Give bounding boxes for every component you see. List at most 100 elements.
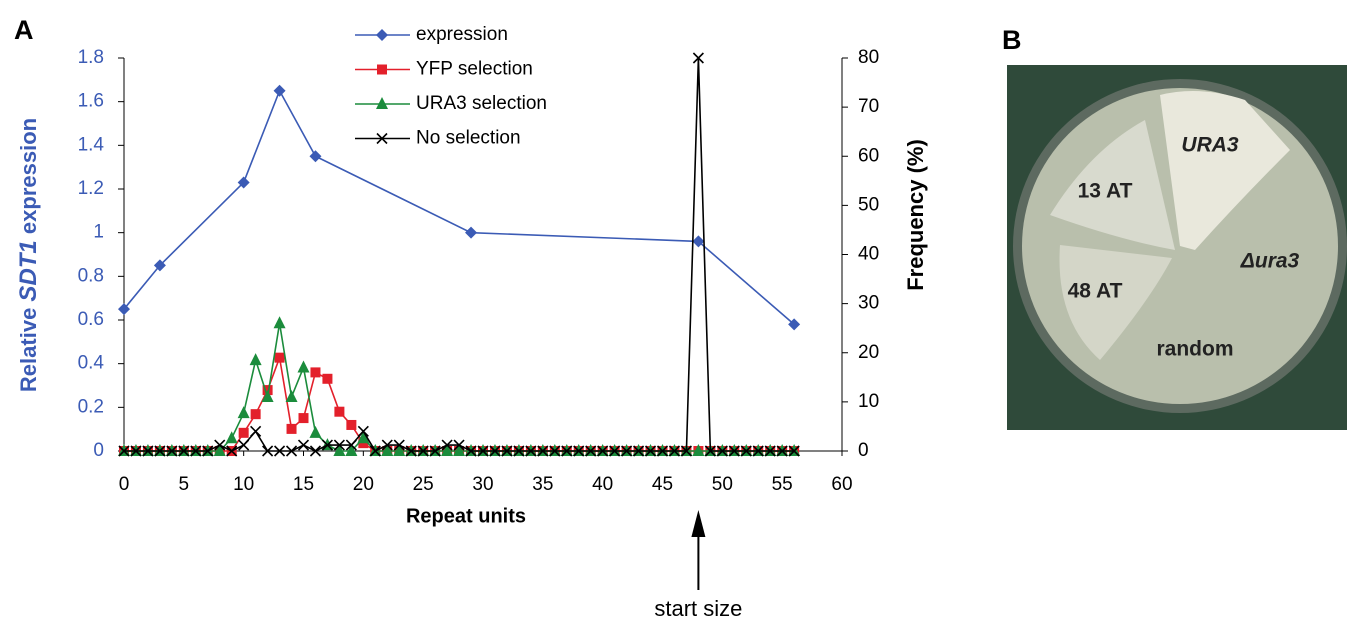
marker (154, 445, 166, 457)
y2-tick-label: 0 (858, 440, 869, 461)
marker (381, 444, 394, 456)
x-tick-label: 45 (652, 474, 673, 495)
marker (238, 427, 249, 438)
x-tick-label: 60 (831, 474, 852, 495)
x-tick-label: 10 (233, 474, 254, 495)
plate-label: 13 AT (1078, 180, 1133, 203)
marker (345, 444, 358, 456)
marker (609, 445, 621, 457)
marker (633, 445, 645, 457)
legend-label: expression (416, 24, 508, 45)
marker (453, 444, 466, 456)
marker (573, 445, 585, 457)
marker (249, 353, 262, 366)
marker (376, 97, 388, 109)
marker (501, 445, 513, 457)
marker (333, 439, 345, 451)
y2-tick-label: 70 (858, 96, 879, 117)
marker (668, 445, 681, 457)
marker (357, 425, 369, 437)
streak (1059, 245, 1172, 360)
y-tick-label: 1 (93, 222, 104, 243)
y2-tick-label: 10 (858, 391, 879, 412)
marker (692, 235, 705, 248)
panel-label: B (1002, 25, 1022, 55)
y-label-part: SDT1 (15, 240, 42, 301)
marker (680, 445, 692, 457)
marker (153, 259, 166, 272)
marker (273, 84, 286, 97)
marker (692, 444, 705, 456)
marker (465, 445, 477, 457)
marker (237, 176, 250, 189)
marker (376, 29, 388, 41)
marker (621, 445, 633, 457)
legend-label: YFP selection (416, 59, 533, 80)
plate-label: 48 AT (1068, 280, 1123, 303)
marker (226, 445, 238, 457)
x-tick-label: 30 (472, 474, 493, 495)
marker (417, 445, 429, 457)
y2-axis-label: Frequency (%) (903, 139, 928, 291)
marker (274, 445, 286, 457)
marker (537, 445, 549, 457)
x-tick-label: 5 (179, 474, 190, 495)
marker (166, 445, 178, 457)
marker (561, 445, 573, 457)
marker (644, 445, 657, 457)
marker (776, 445, 788, 457)
legend-label: URA3 selection (416, 93, 547, 114)
marker (656, 445, 669, 457)
streak (1050, 120, 1175, 250)
marker (285, 445, 298, 457)
marker (549, 445, 561, 457)
marker (285, 389, 298, 402)
y2-tick-label: 40 (858, 244, 879, 265)
marker (321, 439, 333, 451)
marker (788, 445, 800, 457)
marker (262, 445, 274, 457)
plate-label: Δura3 (1240, 250, 1300, 273)
marker (202, 445, 214, 457)
marker (286, 423, 297, 434)
marker (393, 439, 405, 451)
series-line (124, 57, 795, 453)
marker (704, 445, 716, 457)
y-label-part: expression (16, 118, 41, 234)
annotation-text: start size (654, 596, 742, 621)
marker (250, 425, 262, 437)
y-label-part: Relative (16, 308, 41, 392)
marker (298, 413, 309, 424)
y2-tick-label: 20 (858, 342, 879, 363)
x-tick-label: 15 (293, 474, 314, 495)
streak (1160, 91, 1290, 250)
marker (377, 64, 387, 75)
series-line (124, 323, 795, 452)
marker (238, 439, 250, 451)
series-line (124, 354, 795, 452)
marker (190, 445, 202, 457)
marker (405, 445, 417, 457)
marker (752, 445, 764, 457)
marker (393, 444, 406, 456)
marker (441, 439, 453, 451)
marker (692, 52, 704, 64)
marker (453, 439, 465, 451)
marker (297, 360, 310, 373)
marker (513, 445, 525, 457)
marker (225, 431, 238, 444)
marker (237, 406, 250, 419)
marker (142, 445, 154, 457)
y-tick-label: 1.4 (78, 134, 105, 155)
x-tick-label: 40 (592, 474, 613, 495)
y-tick-label: 0 (93, 440, 104, 461)
marker (728, 445, 740, 457)
y-tick-label: 0.8 (78, 265, 104, 286)
marker (716, 445, 728, 457)
plate-photo (1007, 65, 1347, 430)
x-tick-label: 50 (712, 474, 733, 495)
marker (309, 445, 322, 457)
y-tick-label: 1.2 (78, 178, 104, 199)
annotation-arrowhead (691, 510, 706, 537)
marker (525, 445, 537, 457)
